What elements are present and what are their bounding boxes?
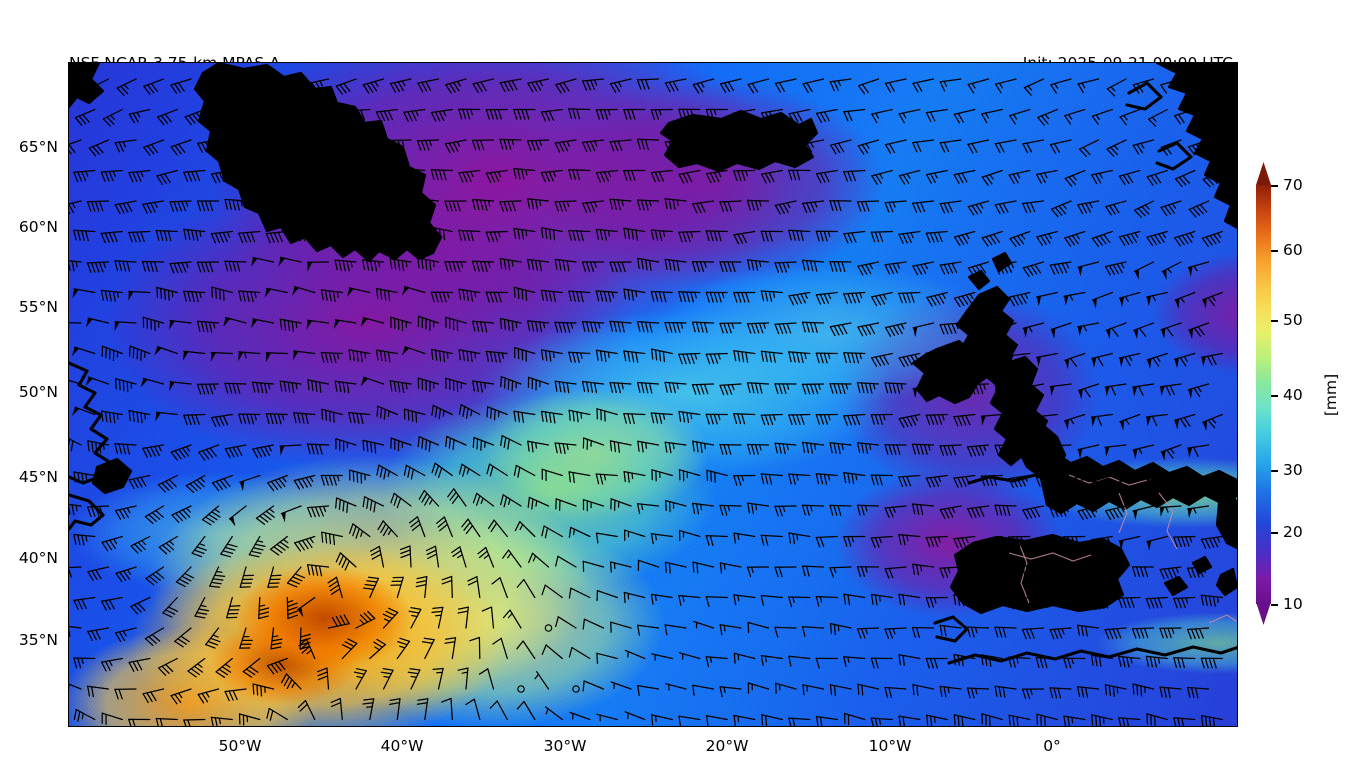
colorbar-tick — [1271, 320, 1278, 322]
colorbar-tick-label: 10 — [1283, 595, 1303, 613]
lon-tick-label: 40°W — [380, 737, 424, 755]
lon-tick-label: 20°W — [705, 737, 749, 755]
colorbar: 70 60 50 40 30 20 10 — [1256, 162, 1303, 625]
colorbar-unit-label: [mm] — [1322, 373, 1341, 417]
map-plot-area — [68, 62, 1238, 727]
lat-tick-label: 40°N — [18, 549, 58, 567]
lon-tick-label: 50°W — [218, 737, 262, 755]
lat-tick-label: 45°N — [18, 468, 58, 486]
colorbar-gradient — [1256, 185, 1271, 604]
wind-barb-overlay — [69, 63, 1237, 726]
colorbar-max-arrow — [1256, 162, 1271, 185]
lat-tick-label: 60°N — [18, 218, 58, 236]
lat-tick-label: 55°N — [18, 298, 58, 316]
lon-tick-label: 0° — [1043, 737, 1061, 755]
colorbar-tick — [1271, 532, 1278, 534]
geography-overlay — [69, 63, 1237, 726]
colorbar-tick-label: 20 — [1283, 523, 1303, 541]
colorbar-tick-label: 50 — [1283, 311, 1303, 329]
colorbar-tick — [1271, 250, 1278, 252]
colorbar-tick-label: 60 — [1283, 241, 1303, 259]
lat-tick-label: 50°N — [18, 383, 58, 401]
lat-tick-label: 65°N — [18, 138, 58, 156]
colorbar-tick — [1271, 470, 1278, 472]
colorbar-min-arrow — [1256, 602, 1271, 625]
colorbar-tick — [1271, 395, 1278, 397]
lon-tick-label: 10°W — [868, 737, 912, 755]
colorbar-tick-label: 30 — [1283, 461, 1303, 479]
colorbar-tick — [1271, 604, 1278, 606]
colorbar-tick — [1271, 185, 1278, 187]
lon-tick-label: 30°W — [543, 737, 587, 755]
colorbar-tick-label: 70 — [1283, 176, 1303, 194]
colorbar-tick-label: 40 — [1283, 386, 1303, 404]
lat-tick-label: 35°N — [18, 631, 58, 649]
